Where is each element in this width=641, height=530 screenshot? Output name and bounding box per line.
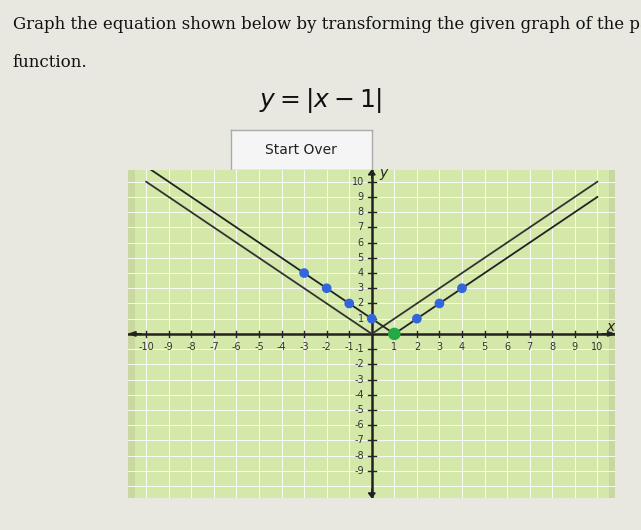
Bar <box>293 170 315 498</box>
Text: 3: 3 <box>437 342 442 352</box>
Text: 4: 4 <box>459 342 465 352</box>
Bar <box>315 170 338 498</box>
Point <box>322 284 332 293</box>
Text: 10: 10 <box>591 342 603 352</box>
Text: -5: -5 <box>254 342 264 352</box>
Text: 9: 9 <box>358 192 364 202</box>
Text: -4: -4 <box>354 390 364 400</box>
Text: -6: -6 <box>354 420 364 430</box>
Bar <box>428 170 451 498</box>
Text: y: y <box>379 166 388 180</box>
Bar <box>519 170 541 498</box>
Bar <box>338 170 360 498</box>
Point <box>435 299 445 308</box>
Text: -9: -9 <box>164 342 174 352</box>
Text: 5: 5 <box>481 342 488 352</box>
Point <box>299 269 309 277</box>
Bar <box>563 170 586 498</box>
FancyArrow shape <box>369 170 375 179</box>
Text: 6: 6 <box>504 342 510 352</box>
Text: -10: -10 <box>138 342 154 352</box>
Text: -3: -3 <box>299 342 309 352</box>
Text: -5: -5 <box>354 405 364 415</box>
Text: 5: 5 <box>358 253 364 263</box>
Bar <box>271 170 293 498</box>
Bar <box>541 170 563 498</box>
Text: function.: function. <box>13 54 87 70</box>
Text: x: x <box>607 320 615 334</box>
Text: -2: -2 <box>354 359 364 369</box>
Bar <box>473 170 496 498</box>
Text: 8: 8 <box>549 342 555 352</box>
Bar <box>225 170 247 498</box>
Bar <box>158 170 180 498</box>
Text: 7: 7 <box>526 342 533 352</box>
Point <box>457 284 467 293</box>
FancyArrow shape <box>369 489 375 498</box>
Text: 6: 6 <box>358 237 364 248</box>
Text: 8: 8 <box>358 207 364 217</box>
Text: $y = |x - 1|$: $y = |x - 1|$ <box>259 86 382 115</box>
Text: 4: 4 <box>358 268 364 278</box>
Bar <box>360 170 383 498</box>
Text: 2: 2 <box>358 298 364 308</box>
Text: -8: -8 <box>354 450 364 461</box>
Text: -7: -7 <box>354 435 364 445</box>
Text: -6: -6 <box>231 342 241 352</box>
Text: 10: 10 <box>352 177 364 187</box>
Point <box>412 314 422 323</box>
Text: Graph the equation shown below by transforming the given graph of the parent: Graph the equation shown below by transf… <box>13 15 641 33</box>
Bar <box>586 170 608 498</box>
Bar <box>451 170 473 498</box>
Text: -8: -8 <box>187 342 196 352</box>
Bar <box>180 170 203 498</box>
Point <box>367 314 377 323</box>
Text: 1: 1 <box>358 314 364 324</box>
Text: 9: 9 <box>572 342 578 352</box>
Text: 2: 2 <box>413 342 420 352</box>
FancyArrow shape <box>602 332 614 336</box>
Text: 7: 7 <box>358 223 364 233</box>
Text: Start Over: Start Over <box>265 143 337 157</box>
Text: -9: -9 <box>354 466 364 476</box>
FancyArrow shape <box>129 332 142 336</box>
Text: -4: -4 <box>277 342 287 352</box>
Point <box>344 299 354 308</box>
Text: -3: -3 <box>354 375 364 385</box>
Bar <box>383 170 406 498</box>
Point <box>389 330 399 338</box>
Text: -1: -1 <box>354 344 364 354</box>
Bar <box>135 170 158 498</box>
Text: 3: 3 <box>358 283 364 293</box>
Bar <box>203 170 225 498</box>
Bar <box>406 170 428 498</box>
Text: -1: -1 <box>344 342 354 352</box>
Bar <box>496 170 519 498</box>
Text: -2: -2 <box>322 342 331 352</box>
Bar <box>247 170 271 498</box>
Text: 1: 1 <box>391 342 397 352</box>
Text: -7: -7 <box>209 342 219 352</box>
